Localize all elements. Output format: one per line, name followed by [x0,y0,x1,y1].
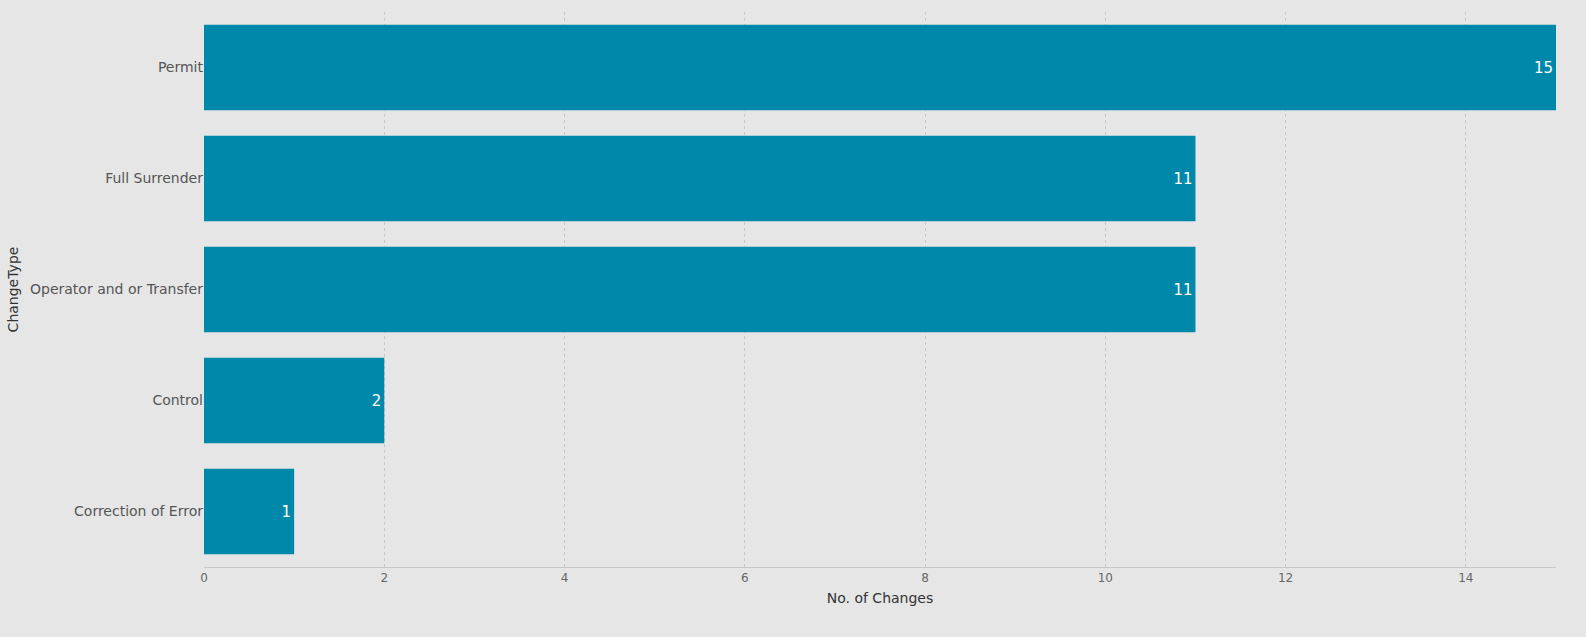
svg-text:4: 4 [561,571,569,585]
svg-text:0: 0 [200,571,208,585]
svg-text:2: 2 [380,571,388,585]
svg-text:Operator and or Transfer: Operator and or Transfer [30,281,203,297]
svg-text:Correction of Error: Correction of Error [74,503,203,519]
svg-text:1: 1 [282,503,292,521]
svg-text:6: 6 [741,571,749,585]
svg-text:Full Surrender: Full Surrender [105,170,203,186]
svg-text:Control: Control [152,392,203,408]
svg-text:No. of Changes: No. of Changes [827,590,934,606]
svg-text:15: 15 [1534,59,1553,77]
svg-text:11: 11 [1173,281,1192,299]
svg-text:11: 11 [1173,170,1192,188]
svg-text:10: 10 [1098,571,1113,585]
svg-text:12: 12 [1278,571,1293,585]
svg-text:Permit: Permit [158,59,204,75]
svg-text:2: 2 [372,392,382,410]
svg-text:14: 14 [1458,571,1473,585]
svg-text:ChangeType: ChangeType [5,247,21,333]
svg-text:8: 8 [921,571,929,585]
